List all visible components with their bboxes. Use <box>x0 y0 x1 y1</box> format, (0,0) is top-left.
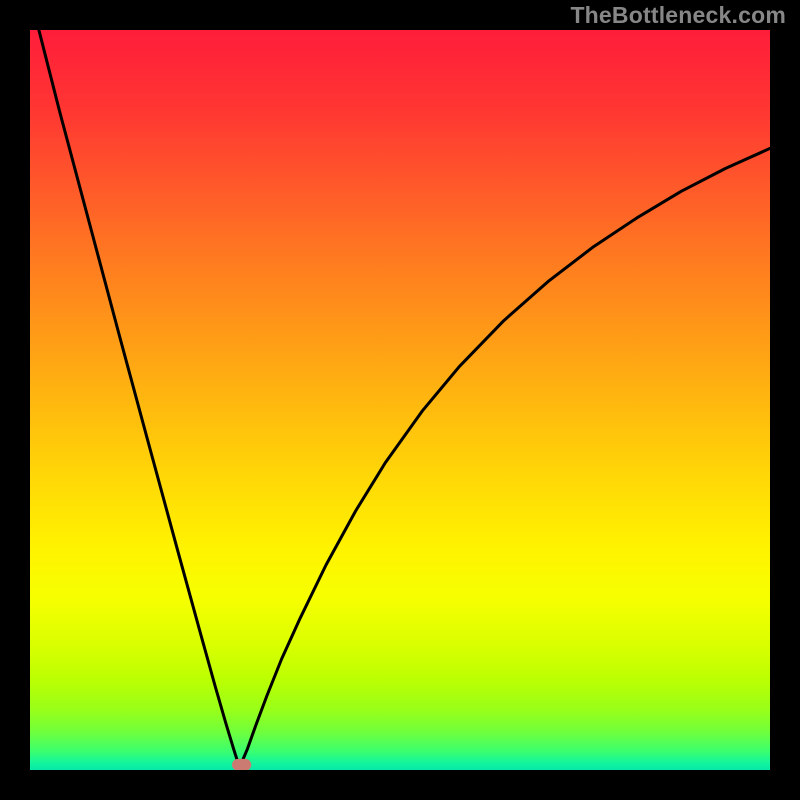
bottleneck-chart <box>0 0 800 800</box>
plot-background <box>30 30 770 770</box>
watermark-text: TheBottleneck.com <box>570 2 786 29</box>
chart-frame: TheBottleneck.com <box>0 0 800 800</box>
optimal-point-marker <box>232 759 251 771</box>
